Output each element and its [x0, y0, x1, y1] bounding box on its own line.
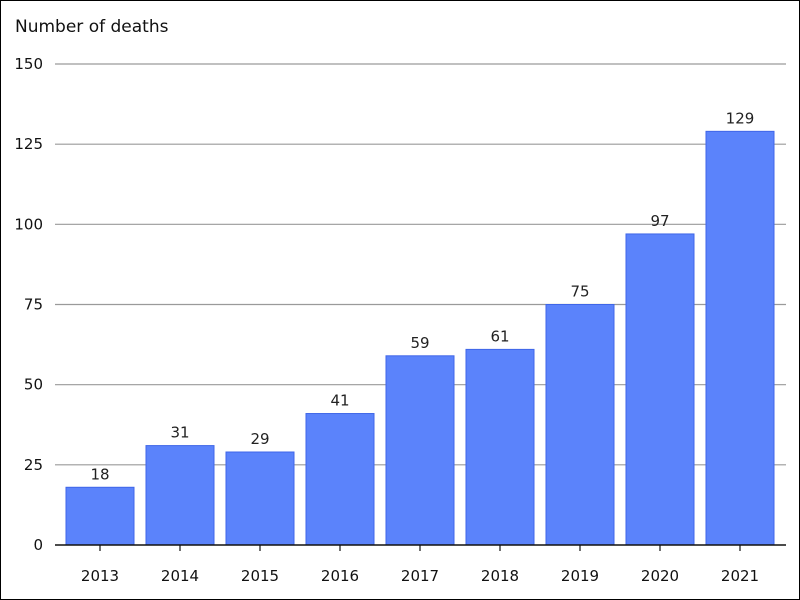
- x-axis: 2013 2014 2015 2016 2017 2018 2019 2020 2021: [55, 544, 786, 585]
- data-label-2013: 18: [90, 465, 109, 483]
- bar-2020: [625, 233, 695, 546]
- bar-2015: [225, 451, 295, 546]
- x-tick-label: 2014: [161, 567, 199, 585]
- bar-2016: [305, 413, 375, 546]
- bar-2013: [65, 486, 135, 546]
- x-tick-label: 2015: [241, 567, 279, 585]
- y-tick-labels: 0 25 50 75 100 125 150: [14, 55, 43, 554]
- x-tick-label: 2018: [481, 567, 519, 585]
- data-label-2016: 41: [330, 392, 349, 410]
- bar-2021: [705, 130, 775, 546]
- y-tick-label: 125: [14, 135, 43, 153]
- x-tick-label: 2021: [721, 567, 759, 585]
- bar-2019: [545, 304, 615, 546]
- x-tick-label: 2016: [321, 567, 359, 585]
- y-tick-label: 50: [24, 376, 43, 394]
- y-axis-label: Number of deaths: [15, 17, 169, 37]
- data-label-2014: 31: [170, 424, 189, 442]
- y-tick-label: 150: [14, 55, 43, 73]
- data-label-2015: 29: [250, 430, 269, 448]
- bars: [65, 130, 775, 546]
- data-label-2020: 97: [650, 212, 669, 230]
- y-tick-label: 0: [33, 536, 43, 554]
- data-label-2017: 59: [410, 334, 429, 352]
- y-tick-label: 25: [24, 456, 43, 474]
- x-tick-label: 2019: [561, 567, 599, 585]
- data-labels: 18 31 29 41 59 61 75 97 129: [90, 109, 754, 483]
- x-tick-label: 2020: [641, 567, 679, 585]
- data-label-2018: 61: [490, 327, 509, 345]
- data-label-2021: 129: [726, 109, 755, 127]
- bar-2014: [145, 445, 215, 546]
- bar-2017: [385, 355, 455, 546]
- data-label-2019: 75: [570, 283, 589, 301]
- bar-2018: [465, 348, 535, 546]
- x-tick-label: 2017: [401, 567, 439, 585]
- y-tick-label: 75: [24, 296, 43, 314]
- y-tick-label: 100: [14, 215, 43, 233]
- x-tick-label: 2013: [81, 567, 119, 585]
